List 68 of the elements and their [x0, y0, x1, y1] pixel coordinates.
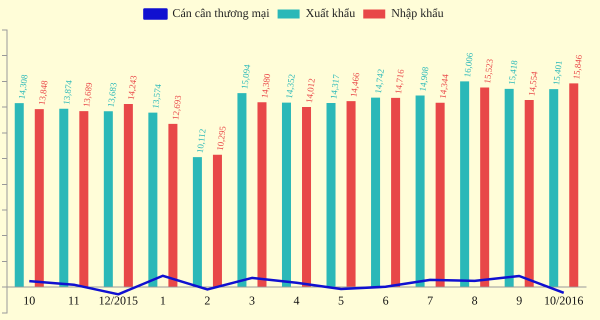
- data-label: 13,689: [81, 81, 94, 108]
- data-label: 14,308: [16, 73, 30, 100]
- bar: [14, 103, 24, 287]
- bar: [302, 106, 312, 287]
- data-label: 15,846: [571, 54, 584, 80]
- data-label: 13,574: [150, 82, 164, 110]
- bar: [34, 109, 44, 287]
- data-label: 14,012: [304, 78, 317, 104]
- x-tick-label: 2: [204, 293, 210, 308]
- x-tick-label: 9: [516, 293, 522, 308]
- x-tick-label: 10: [23, 293, 36, 308]
- x-tick-label: 1: [160, 293, 166, 308]
- bar: [436, 102, 445, 287]
- bar: [346, 101, 356, 287]
- x-tick-label: 11: [68, 293, 80, 308]
- data-label: 15,523: [482, 58, 496, 84]
- bar: [104, 111, 113, 287]
- data-label: 14,742: [372, 68, 386, 94]
- bar: [549, 89, 558, 287]
- data-label: 13,683: [106, 81, 119, 108]
- data-label: 14,716: [393, 68, 406, 94]
- bar: [212, 154, 222, 287]
- bar: [460, 81, 470, 287]
- data-label: 13,848: [36, 79, 50, 106]
- data-label: 14,554: [526, 70, 540, 97]
- data-label: 10,112: [194, 128, 208, 154]
- bar: [569, 83, 578, 287]
- x-tick-label: 10/2016: [544, 293, 584, 308]
- data-label: 13,874: [61, 79, 74, 106]
- bar: [192, 157, 202, 287]
- x-tick-label: 4: [294, 293, 300, 308]
- data-label: 14,466: [348, 71, 362, 98]
- bar: [326, 103, 336, 287]
- data-label: 10,295: [214, 125, 228, 152]
- data-label: 15,401: [551, 60, 564, 86]
- data-label: 14,344: [438, 72, 450, 100]
- data-label: 14,908: [417, 66, 430, 92]
- legend-label: Cán cân thương mại: [172, 6, 270, 20]
- bar: [59, 108, 68, 287]
- legend-label: Nhập khẩu: [391, 6, 444, 20]
- x-tick-label: 6: [382, 293, 389, 308]
- bar: [480, 88, 490, 287]
- data-label: 14,317: [328, 73, 342, 100]
- bar: [237, 93, 246, 287]
- x-tick-label: 7: [427, 293, 434, 308]
- data-label: 15,094: [239, 63, 252, 90]
- bar: [79, 111, 88, 287]
- data-label: 15,418: [506, 59, 520, 86]
- bar: [124, 104, 133, 287]
- data-label: 12,693: [170, 94, 184, 120]
- bar: [524, 100, 534, 287]
- x-tick-label: 3: [248, 293, 255, 308]
- bar: [282, 102, 291, 287]
- data-label: 14,243: [126, 74, 139, 101]
- bar: [371, 98, 380, 287]
- bar: [416, 95, 425, 287]
- bar: [257, 102, 266, 287]
- data-label: 16,006: [462, 52, 475, 78]
- data-label: 14,380: [259, 72, 272, 99]
- x-tick-label: 5: [338, 293, 344, 308]
- bar: [504, 88, 514, 287]
- x-tick-label: 12/2015: [98, 293, 138, 308]
- legend-label: Xuất khẩu: [306, 6, 356, 20]
- bar: [168, 124, 178, 287]
- bar: [391, 98, 400, 287]
- x-tick-label: 8: [472, 293, 478, 308]
- bar: [148, 112, 158, 287]
- data-label: 14,352: [284, 73, 297, 100]
